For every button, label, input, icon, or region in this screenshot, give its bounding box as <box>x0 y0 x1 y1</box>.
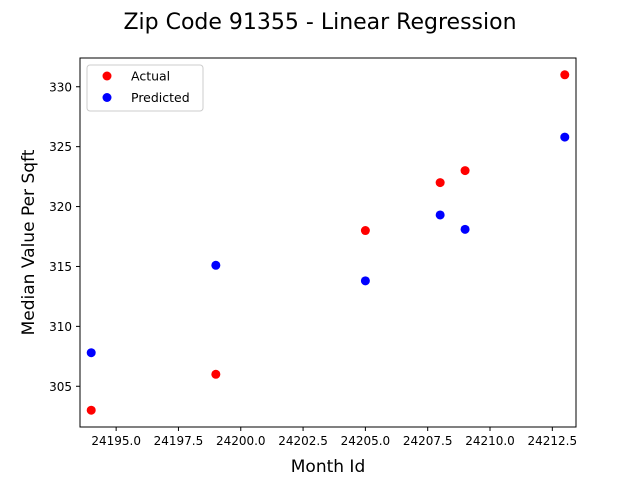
y-tick-label: 305 <box>49 380 72 394</box>
legend-box <box>86 64 204 112</box>
predicted-point <box>211 260 221 270</box>
actual-point <box>360 226 370 236</box>
legend: Actual Predicted <box>86 64 204 112</box>
legend-label-actual: Actual <box>131 69 170 84</box>
x-tick-label: 24207.5 <box>403 434 453 448</box>
plot-frame <box>79 57 577 428</box>
actual-point <box>460 166 470 176</box>
x-tick-label: 24200.0 <box>216 434 266 448</box>
x-tick-label: 24212.5 <box>528 434 578 448</box>
x-tick-label: 24195.0 <box>91 434 141 448</box>
actual-point <box>560 70 570 80</box>
y-tick-label: 315 <box>49 260 72 274</box>
actual-point <box>86 405 96 415</box>
predicted-point <box>460 224 470 234</box>
predicted-point <box>86 348 96 358</box>
actual-point <box>435 178 445 188</box>
y-axis-label: Median Value Per Sqft <box>19 149 39 335</box>
predicted-point <box>435 210 445 220</box>
x-tick-label: 24202.5 <box>278 434 328 448</box>
x-tick-label: 24205.0 <box>341 434 391 448</box>
legend-marker-actual <box>102 71 112 81</box>
x-axis-ticks: 24195.0 24197.5 24200.0 24202.5 24205.0 24207… <box>91 427 577 448</box>
predicted-point <box>360 276 370 286</box>
points-layer <box>86 70 570 415</box>
predicted-point <box>560 132 570 142</box>
legend-marker-predicted <box>102 93 112 102</box>
y-tick-label: 320 <box>49 200 72 214</box>
legend-entries: Actual Predicted <box>102 69 190 105</box>
chart-title: Zip Code 91355 - Linear Regression <box>123 10 516 35</box>
y-tick-label: 310 <box>49 320 72 334</box>
legend-label-predicted: Predicted <box>131 90 190 105</box>
x-tick-label: 24197.5 <box>154 434 204 448</box>
plot-area <box>80 58 576 427</box>
y-tick-label: 325 <box>49 140 72 154</box>
actual-point <box>211 369 221 379</box>
y-axis-ticks: 305 310 315 320 325 330 <box>49 80 80 394</box>
x-axis-label: Month Id <box>291 457 366 477</box>
x-tick-label: 24210.0 <box>465 434 515 448</box>
y-tick-label: 330 <box>49 80 72 94</box>
